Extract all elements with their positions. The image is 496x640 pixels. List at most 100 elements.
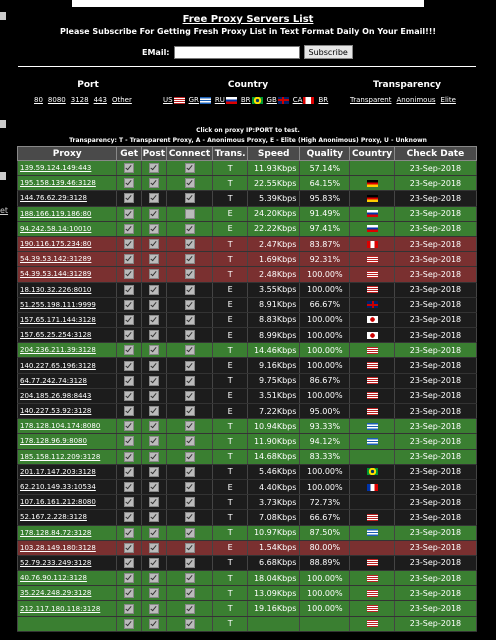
proxy-link[interactable]: 157.65.171.144:3128 — [16, 312, 118, 329]
proxy-link[interactable]: 40.76.90.112:3128 — [16, 570, 118, 587]
column-header-country[interactable]: Country — [349, 146, 395, 161]
subscribe-button[interactable]: Subscribe — [303, 45, 353, 59]
checkbox-checked-icon — [184, 239, 195, 250]
proxy-link[interactable]: 178.128.84.72:3128 — [16, 525, 118, 541]
proxy-link[interactable]: 140.227.53.92:3128 — [16, 403, 118, 420]
proxy-link[interactable]: 204.236.211.39:3128 — [16, 342, 118, 359]
proxy-link[interactable]: 62.210.149.33:10534 — [16, 479, 118, 496]
speed-cell: 3.51Kbps — [247, 388, 301, 405]
transparency-cell: T — [212, 190, 249, 207]
column-header-speed[interactable]: Speed — [247, 146, 301, 161]
column-header-get[interactable]: Get — [116, 146, 142, 161]
flag-us-icon — [367, 513, 379, 521]
transparency-filter-elite[interactable]: Elite — [440, 96, 456, 104]
proxy-link[interactable]: 54.39.53.142:31289 — [16, 251, 118, 268]
transparency-cell: T — [212, 525, 249, 541]
proxy-link[interactable]: 188.166.119.186:80 — [16, 206, 118, 222]
proxy-link[interactable]: 195.158.139.46:3128 — [16, 175, 118, 192]
proxy-link[interactable]: 178.128.96.9:8080 — [16, 433, 118, 450]
side-link[interactable]: et — [0, 206, 9, 215]
checkbox-checked-icon — [124, 330, 135, 341]
proxy-link[interactable]: 185.158.112.209:3128 — [16, 449, 118, 465]
port-filter-8080[interactable]: 8080 — [47, 96, 66, 104]
column-header-checkdate[interactable]: Check Date — [393, 146, 478, 161]
flag-gr-icon — [367, 529, 379, 537]
flag-us-icon — [367, 377, 379, 385]
check-cell — [165, 160, 214, 177]
column-header-connect[interactable]: Connect — [165, 146, 214, 161]
checkbox-checked-icon — [124, 314, 135, 325]
check-cell — [116, 221, 142, 237]
check-cell — [165, 297, 214, 313]
transparency-cell: E — [212, 403, 249, 420]
proxy-table: Proxy Get Post Connect Trans. Speed Quality Cou… — [16, 146, 478, 632]
column-header-quality[interactable]: Quality — [299, 146, 351, 161]
proxy-link[interactable]: 18.130.32.226:8010 — [16, 282, 118, 298]
page-title[interactable]: Free Proxy Servers List — [182, 14, 314, 25]
proxy-link[interactable]: 212.117.180.118:3128 — [16, 600, 118, 617]
proxy-link[interactable]: 52.79.233.249:3128 — [16, 555, 118, 572]
check-cell — [165, 464, 214, 480]
proxy-link[interactable]: 94.242.58.14:10010 — [16, 221, 118, 237]
column-header-proxy[interactable]: Proxy — [16, 146, 118, 161]
country-filter-us[interactable]: US — [163, 96, 185, 104]
table-row: 52.79.233.249:3128 T 6.68Kbps 88.89% 23-Sep-… — [16, 555, 478, 572]
port-filter-other[interactable]: Other — [111, 96, 132, 104]
country-filter-br[interactable]: BR — [241, 96, 263, 104]
quality-cell: 95.83% — [299, 190, 351, 207]
proxy-link[interactable]: 64.77.242.74:3128 — [16, 373, 118, 389]
column-header-trans[interactable]: Trans. — [212, 146, 249, 161]
column-header-post[interactable]: Post — [140, 146, 167, 161]
proxy-link[interactable]: 144.76.62.29:3128 — [16, 190, 118, 207]
proxy-link[interactable]: 139.59.124.149:443 — [16, 160, 118, 177]
country-filter-ru[interactable]: RU — [215, 96, 237, 104]
checkbox-checked-icon — [184, 527, 195, 538]
proxy-link[interactable]: 51.255.198.111:9999 — [16, 297, 118, 313]
proxy-link[interactable]: 178.128.104.174:8080 — [16, 418, 118, 435]
email-input[interactable] — [173, 45, 300, 59]
proxy-link[interactable]: 204.185.26.98:8443 — [16, 388, 118, 405]
country-cell — [349, 221, 395, 237]
check-cell — [165, 357, 214, 374]
quality-cell: 94.12% — [299, 433, 351, 450]
check-cell — [140, 418, 167, 435]
proxy-link[interactable] — [16, 616, 118, 632]
check-cell — [140, 388, 167, 405]
proxy-link[interactable]: 107.16.161.212:8080 — [16, 494, 118, 511]
speed-cell: 4.40Kbps — [247, 479, 301, 496]
proxy-link[interactable]: 157.65.25.254:3128 — [16, 327, 118, 344]
flag-us-icon — [367, 270, 379, 278]
transparency-filter-anonimous[interactable]: Anonimous — [396, 96, 436, 104]
proxy-link[interactable]: 140.227.65.196:3128 — [16, 357, 118, 374]
check-cell — [165, 206, 214, 222]
country-cell — [349, 585, 395, 602]
speed-cell: 5.39Kbps — [247, 190, 301, 207]
country-filter-gb[interactable]: GB — [267, 96, 289, 104]
check-cell — [140, 449, 167, 465]
check-cell — [140, 221, 167, 237]
checkbox-checked-icon — [124, 345, 135, 356]
port-filter-443[interactable]: 443 — [93, 96, 107, 104]
proxy-link[interactable]: 52.167.2.228:3128 — [16, 509, 118, 526]
country-cell — [349, 266, 395, 283]
country-filter-ca[interactable]: CA — [293, 96, 315, 104]
proxy-link[interactable]: 54.39.53.144:31289 — [16, 266, 118, 283]
proxy-link[interactable]: 190.116.175.234:80 — [16, 236, 118, 253]
proxy-link[interactable]: 35.224.248.29:3128 — [16, 585, 118, 602]
checkbox-checked-icon — [148, 497, 159, 508]
port-filter-80[interactable]: 80 — [34, 96, 43, 104]
transparency-filter-transparent[interactable]: Transparent — [350, 96, 392, 104]
speed-cell: 7.08Kbps — [247, 509, 301, 526]
checkbox-checked-icon — [148, 557, 159, 568]
country-filter-gr[interactable]: GR — [189, 96, 211, 104]
flag-us-icon — [367, 559, 379, 567]
transparency-cell: E — [212, 221, 249, 237]
proxy-link[interactable]: 201.17.147.203:3128 — [16, 464, 118, 480]
transparency-cell: T — [212, 175, 249, 192]
table-row: 212.117.180.118:3128 T 19.16Kbps 100.00% 23-… — [16, 600, 478, 617]
proxy-link[interactable]: 103.28.149.180:3128 — [16, 540, 118, 556]
check-cell — [116, 403, 142, 420]
check-cell — [116, 418, 142, 435]
port-filter-3128[interactable]: 3128 — [70, 96, 89, 104]
country-filter-br[interactable]: BR — [318, 96, 328, 104]
